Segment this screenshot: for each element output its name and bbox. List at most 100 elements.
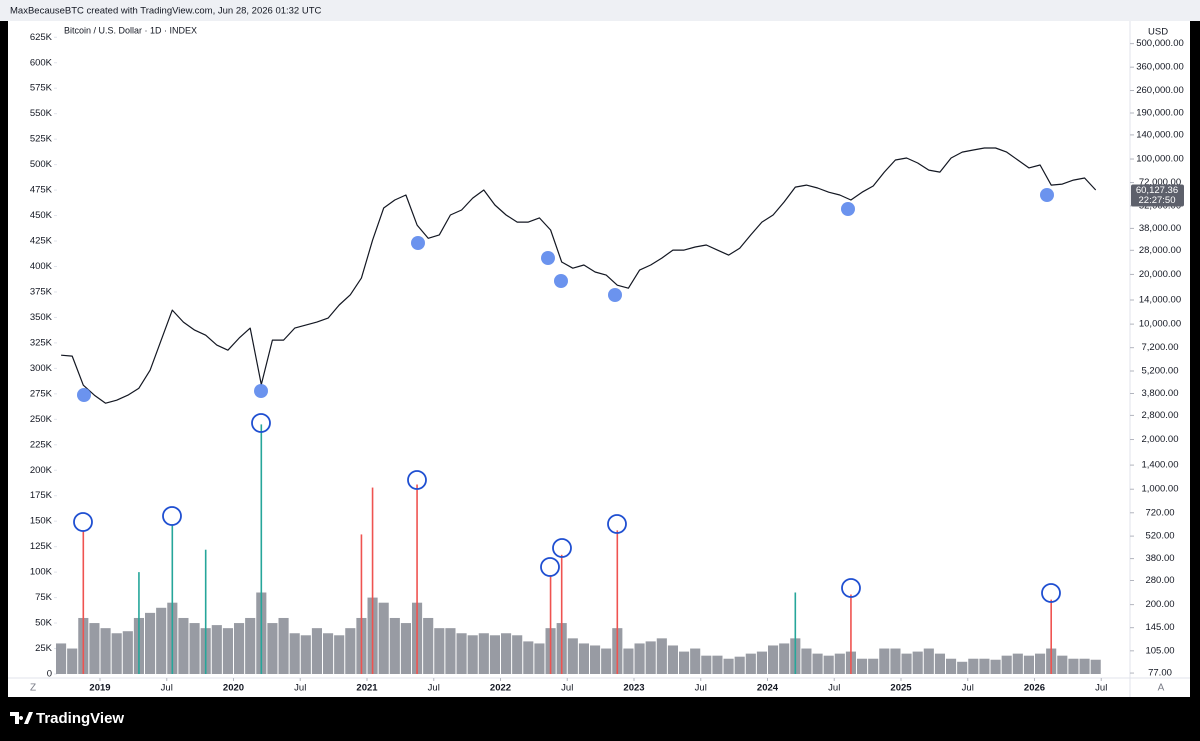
y2-tick-label: 260,000.00 <box>1136 85 1184 96</box>
volume-bar <box>667 645 678 674</box>
x-tick-label: Jul <box>428 683 440 694</box>
volume-bar <box>812 653 823 674</box>
y2-tick-label: 10,000.00 <box>1139 319 1181 330</box>
volume-spike <box>794 592 797 674</box>
header-text: MaxBecauseBTC created with TradingView.c… <box>10 6 322 17</box>
y2-tick-label: 72,000.00 <box>1139 177 1181 188</box>
volume-bar <box>623 648 634 674</box>
y-tick-label: 375K <box>30 286 53 297</box>
brand: TradingView <box>10 710 124 727</box>
y-tick-label: 275K <box>30 388 53 399</box>
volume-bar <box>234 623 245 674</box>
corner-button[interactable]: Z <box>30 683 36 694</box>
volume-spike <box>171 525 174 674</box>
volume-spike <box>549 575 552 674</box>
volume-bar <box>445 628 456 674</box>
volume-bar <box>512 635 523 674</box>
volume-marker <box>162 506 182 526</box>
volume-spike <box>371 487 374 674</box>
volume-bar <box>1023 655 1034 674</box>
y-tick-label: 100K <box>30 567 53 578</box>
x-tick-label: Jul <box>161 683 173 694</box>
y-tick-label: 425K <box>30 236 53 247</box>
x-tick-label: 2024 <box>757 683 779 694</box>
volume-bar <box>590 645 601 674</box>
volume-spike <box>260 424 263 674</box>
volume-spike <box>360 534 363 674</box>
header-bar <box>0 0 1200 21</box>
volume-bar <box>712 655 723 674</box>
y-tick-label: 325K <box>30 337 53 348</box>
volume-bar <box>289 633 300 674</box>
volume-markers <box>73 413 1061 603</box>
volume-bar <box>467 635 478 674</box>
volume-bar <box>1001 655 1012 674</box>
x-tick-label: 2025 <box>890 683 912 694</box>
y2-tick-label: 100,000.00 <box>1136 154 1184 165</box>
volume-bar <box>300 635 311 674</box>
volume-bar <box>834 653 845 674</box>
volume-marker <box>73 512 93 532</box>
y2-tick-label: 14,000.00 <box>1139 295 1181 306</box>
volume-bar <box>701 655 712 674</box>
volume-bar <box>311 628 322 674</box>
volume-bar <box>89 623 100 674</box>
y-tick-label: 200K <box>30 465 53 476</box>
y-tick-label: 600K <box>30 57 53 68</box>
volume-bar <box>156 607 167 674</box>
y-tick-label: 0 <box>47 669 52 680</box>
volume-bar <box>634 643 645 674</box>
volume-spike <box>850 594 852 674</box>
corner-button[interactable]: A <box>1158 683 1165 694</box>
volume-bar <box>578 643 589 674</box>
volume-spike <box>204 549 207 674</box>
y2-tick-label: 2,000.00 <box>1142 434 1179 445</box>
y-tick-label: 550K <box>30 108 53 119</box>
x-tick-label: 2022 <box>490 683 511 694</box>
volume-marker <box>841 578 861 598</box>
volume-bar <box>779 643 790 674</box>
y-tick-label: 500K <box>30 159 53 170</box>
last-price: 60,127.36 <box>1136 185 1178 196</box>
y-tick-label: 350K <box>30 312 53 323</box>
volume-bar <box>679 651 690 674</box>
volume-bar <box>901 653 912 674</box>
price-marker <box>77 388 91 402</box>
volume-bar <box>979 658 990 674</box>
volume-bar <box>1090 659 1101 674</box>
volume-bar <box>801 648 812 674</box>
volume-spike <box>560 554 563 674</box>
volume-bar <box>222 628 233 674</box>
volume-spike <box>138 572 140 674</box>
volume-bar <box>890 648 901 674</box>
y-tick-label: 125K <box>30 541 53 552</box>
y-tick-label: 25K <box>35 643 53 654</box>
x-tick-label: 2020 <box>223 683 244 694</box>
volume-bar <box>879 648 890 674</box>
y2-tick-label: 500,000.00 <box>1136 38 1184 49</box>
y2-tick-label: 77.00 <box>1148 668 1172 679</box>
x-tick-label: 2021 <box>356 683 378 694</box>
volume-bar <box>211 625 222 674</box>
volume-bar <box>489 635 500 674</box>
y-tick-label: 625K <box>30 32 53 43</box>
volume-marker <box>552 538 572 558</box>
y2-tick-label: 380.00 <box>1145 553 1174 564</box>
y2-tick-label: 28,000.00 <box>1139 245 1181 256</box>
y2-tick-label: 520.00 <box>1145 531 1174 542</box>
volume-marker <box>407 470 427 490</box>
x-tick-label: Jul <box>561 683 573 694</box>
brand-name: TradingView <box>36 710 124 727</box>
volume-spike <box>82 531 85 674</box>
volume-marker <box>251 413 271 433</box>
volume-bar <box>501 633 512 674</box>
y2-tick-label: 1,400.00 <box>1142 460 1179 471</box>
y-tick-label: 250K <box>30 414 53 425</box>
y2-tick-label: 1,000.00 <box>1142 484 1179 495</box>
y2-tick-label: 280.00 <box>1145 575 1174 586</box>
y-tick-label: 450K <box>30 210 53 221</box>
volume-marker <box>540 557 560 577</box>
volume-bar <box>601 648 612 674</box>
volume-bar <box>100 628 111 674</box>
